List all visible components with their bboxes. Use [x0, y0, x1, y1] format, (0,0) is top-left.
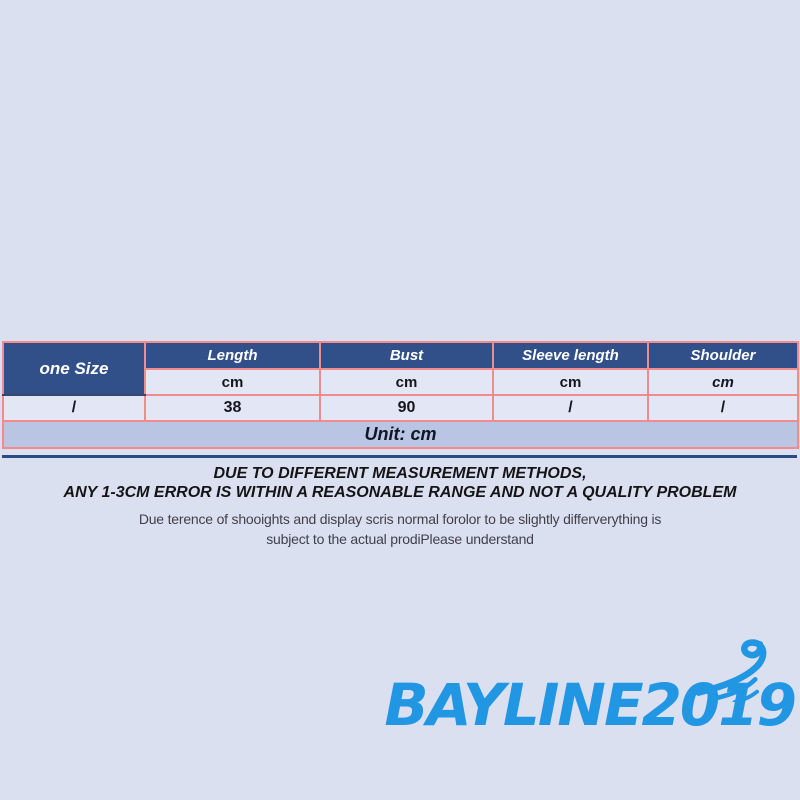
disclaimer-bold-line-2: ANY 1-3CM ERROR IS WITHIN A REASONABLE R…	[63, 484, 737, 501]
unit-cell-shoulder: cm	[647, 368, 799, 396]
column-header-bust: Bust	[319, 341, 494, 370]
disclaimer-block: DUE TO DIFFERENT MEASUREMENT METHODS, AN…	[0, 464, 800, 549]
value-cell-sleeve-length: /	[492, 394, 649, 422]
disclaimer-note-line-1: Due terence of shooights and display scr…	[138, 511, 662, 527]
value-cell-bust: 90	[319, 394, 494, 422]
brand-watermark: BAYLINE2019	[384, 671, 797, 739]
unit-cell-bust: cm	[319, 368, 494, 396]
disclaimer-bold-line-1: DUE TO DIFFERENT MEASUREMENT METHODS,	[213, 465, 587, 482]
column-header-length: Length	[144, 341, 321, 370]
size-label-cell: one Size	[2, 341, 146, 396]
disclaimer-note-line-2: subject to the actual prodiPlease unders…	[266, 531, 534, 547]
table-cutoff-row-strip	[2, 455, 797, 458]
column-header-sleeve-length: Sleeve length	[492, 341, 649, 370]
unit-cell-length: cm	[144, 368, 321, 396]
unit-note-cell: Unit: cm	[2, 420, 799, 449]
unit-cell-sleeve-length: cm	[492, 368, 649, 396]
size-table: one Size Length Bust Sleeve length Shoul…	[2, 341, 799, 449]
value-cell-shoulder: /	[647, 394, 799, 422]
value-cell-length: 38	[144, 394, 321, 422]
size-value-cell: /	[2, 394, 146, 422]
wind-swirl-icon	[695, 639, 767, 702]
column-header-shoulder: Shoulder	[647, 341, 799, 370]
